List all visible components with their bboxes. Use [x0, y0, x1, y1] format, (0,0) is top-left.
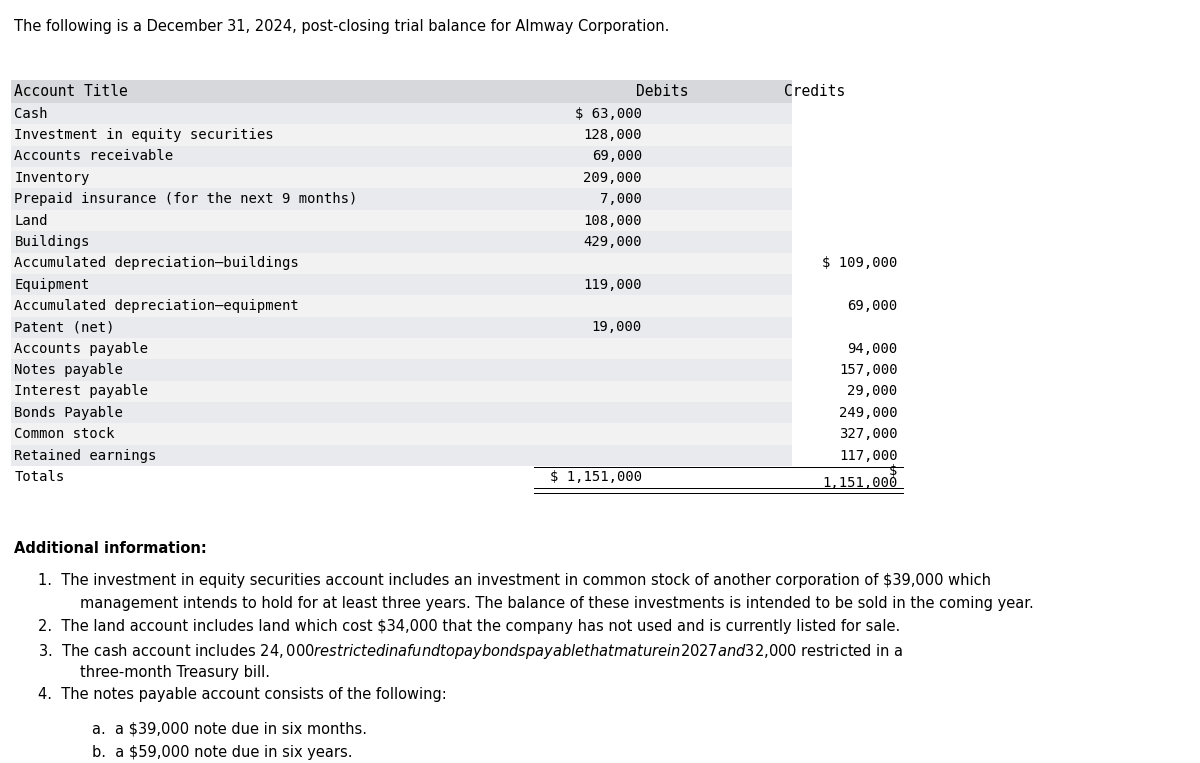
Text: The following is a December 31, 2024, post-closing trial balance for Almway Corp: The following is a December 31, 2024, po…	[14, 19, 670, 34]
Text: 19,000: 19,000	[592, 320, 642, 334]
Text: b.  a $59,000 note due in six years.: b. a $59,000 note due in six years.	[92, 745, 353, 760]
Text: 429,000: 429,000	[583, 235, 642, 249]
Text: 4.  The notes payable account consists of the following:: 4. The notes payable account consists of…	[38, 687, 448, 703]
Text: 3.  The cash account includes $24,000 restricted in a fund to pay bonds payable : 3. The cash account includes $24,000 res…	[38, 642, 904, 661]
Text: 7,000: 7,000	[600, 192, 642, 206]
Text: 94,000: 94,000	[847, 342, 898, 356]
Text: Buildings: Buildings	[14, 235, 90, 249]
Text: 69,000: 69,000	[847, 299, 898, 313]
Text: Account Title: Account Title	[14, 84, 128, 99]
Text: Accounts payable: Accounts payable	[14, 342, 149, 356]
Text: three-month Treasury bill.: three-month Treasury bill.	[80, 665, 270, 680]
Text: Equipment: Equipment	[14, 278, 90, 291]
Text: 1.  The investment in equity securities account includes an investment in common: 1. The investment in equity securities a…	[38, 573, 991, 588]
Text: Bonds Payable: Bonds Payable	[14, 406, 124, 420]
Text: 327,000: 327,000	[839, 427, 898, 441]
Text: a.  a $39,000 note due in six months.: a. a $39,000 note due in six months.	[92, 722, 367, 737]
Text: Notes payable: Notes payable	[14, 363, 124, 377]
Text: Investment in equity securities: Investment in equity securities	[14, 128, 274, 142]
Text: Prepaid insurance (for the next 9 months): Prepaid insurance (for the next 9 months…	[14, 192, 358, 206]
Text: Retained earnings: Retained earnings	[14, 449, 157, 462]
Text: 1,151,000: 1,151,000	[822, 476, 898, 490]
Text: Accumulated depreciation–buildings: Accumulated depreciation–buildings	[14, 256, 299, 270]
Text: 117,000: 117,000	[839, 449, 898, 462]
Text: 157,000: 157,000	[839, 363, 898, 377]
Text: Interest payable: Interest payable	[14, 385, 149, 398]
Text: 119,000: 119,000	[583, 278, 642, 291]
Text: 249,000: 249,000	[839, 406, 898, 420]
Text: Patent (net): Patent (net)	[14, 320, 115, 334]
Text: Additional information:: Additional information:	[14, 541, 208, 556]
Text: 2.  The land account includes land which cost $34,000 that the company has not u: 2. The land account includes land which …	[38, 619, 901, 634]
Text: Accumulated depreciation–equipment: Accumulated depreciation–equipment	[14, 299, 299, 313]
Text: 209,000: 209,000	[583, 171, 642, 185]
Text: 128,000: 128,000	[583, 128, 642, 142]
Text: Credits: Credits	[784, 84, 845, 99]
Text: Totals: Totals	[14, 470, 65, 484]
Text: 108,000: 108,000	[583, 214, 642, 227]
Text: $ 1,151,000: $ 1,151,000	[550, 470, 642, 484]
Text: $ 109,000: $ 109,000	[822, 256, 898, 270]
Text: 29,000: 29,000	[847, 385, 898, 398]
Text: Debits: Debits	[636, 84, 689, 99]
Text: $ 63,000: $ 63,000	[575, 107, 642, 121]
Text: Accounts receivable: Accounts receivable	[14, 150, 174, 163]
Text: management intends to hold for at least three years. The balance of these invest: management intends to hold for at least …	[80, 596, 1034, 611]
Text: Land: Land	[14, 214, 48, 227]
Text: Cash: Cash	[14, 107, 48, 121]
Text: Inventory: Inventory	[14, 171, 90, 185]
Text: 69,000: 69,000	[592, 150, 642, 163]
Text: $: $	[889, 464, 898, 478]
Text: Common stock: Common stock	[14, 427, 115, 441]
